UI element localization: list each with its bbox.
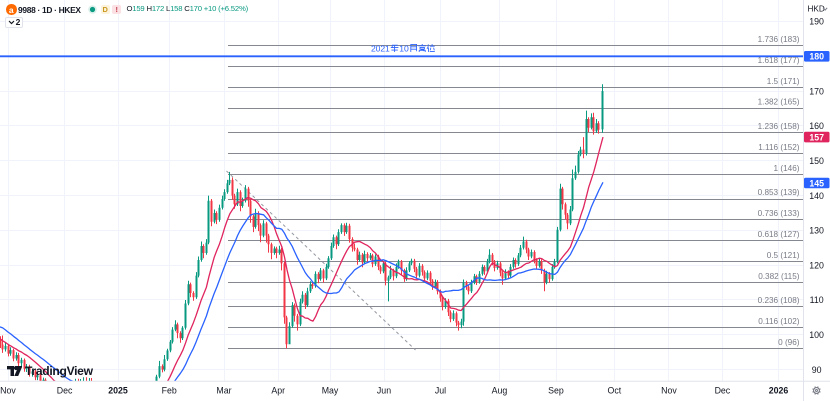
svg-text:Nov: Nov (0, 386, 16, 396)
svg-text:0 (96): 0 (96) (778, 338, 800, 347)
svg-text:1.236 (158): 1.236 (158) (758, 122, 800, 131)
svg-text:1.5 (171): 1.5 (171) (767, 77, 800, 86)
svg-text:2026: 2026 (769, 386, 789, 396)
svg-text:Mar: Mar (216, 386, 231, 396)
svg-text:157: 157 (809, 132, 824, 142)
svg-text:May: May (322, 386, 339, 396)
svg-text:130: 130 (809, 226, 824, 236)
svg-text:90: 90 (812, 365, 822, 375)
svg-text:Aug: Aug (492, 386, 508, 396)
svg-text:100: 100 (809, 330, 824, 340)
svg-text:2025: 2025 (108, 386, 128, 396)
svg-text:0.5 (121): 0.5 (121) (767, 251, 800, 260)
svg-text:Oct: Oct (608, 386, 622, 396)
svg-text:Feb: Feb (162, 386, 177, 396)
svg-text:110: 110 (810, 295, 824, 305)
svg-text:150: 150 (809, 156, 824, 166)
svg-text:170: 170 (809, 86, 824, 96)
svg-text:Dec: Dec (57, 386, 73, 396)
svg-text:120: 120 (809, 260, 824, 270)
svg-text:1.116 (152): 1.116 (152) (758, 143, 800, 152)
svg-text:0.618 (127): 0.618 (127) (758, 230, 800, 239)
svg-text:2021: 2021 (371, 43, 390, 53)
svg-text:145: 145 (809, 178, 824, 188)
svg-text:1.618 (177): 1.618 (177) (758, 56, 800, 65)
svg-text:Apr: Apr (271, 386, 285, 396)
svg-text:1.736 (183): 1.736 (183) (758, 35, 800, 44)
svg-text:Jul: Jul (435, 386, 446, 396)
svg-text:Nov: Nov (661, 386, 677, 396)
svg-text:0.236 (108): 0.236 (108) (758, 296, 800, 305)
svg-text:0.736 (133): 0.736 (133) (758, 209, 800, 218)
svg-text:Dec: Dec (715, 386, 731, 396)
svg-text:0.382 (115): 0.382 (115) (758, 272, 800, 281)
svg-text:0.116 (102): 0.116 (102) (758, 317, 800, 326)
svg-text:180: 180 (809, 52, 824, 62)
svg-text:140: 140 (809, 191, 824, 201)
svg-text:Sep: Sep (548, 386, 564, 396)
svg-text:190: 190 (809, 17, 824, 27)
svg-text:0.853 (139): 0.853 (139) (758, 188, 800, 197)
svg-text:1 (146): 1 (146) (774, 164, 800, 173)
svg-text:1.382 (165): 1.382 (165) (758, 98, 800, 107)
svg-text:160: 160 (809, 121, 824, 131)
svg-text:Jun: Jun (377, 386, 391, 396)
svg-text:10: 10 (399, 43, 409, 53)
svg-text:HKD: HKD (808, 5, 825, 14)
